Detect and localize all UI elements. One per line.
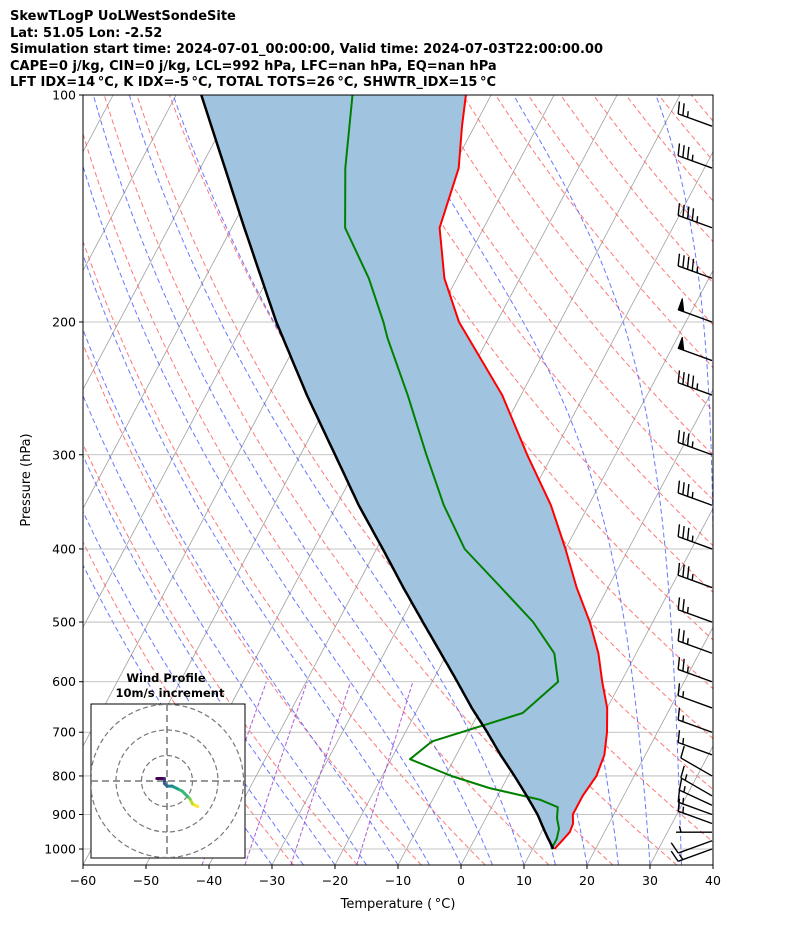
wind-barb — [670, 840, 713, 854]
isotherm-line — [83, 95, 240, 391]
x-tick-label: 10 — [516, 873, 532, 888]
header-indices-2: LFT IDX=14 °C, K IDX=-5 °C, TOTAL TOTS=2… — [10, 75, 497, 90]
wind-barb — [670, 848, 713, 862]
dry-adiabat — [83, 541, 294, 865]
isotherm-line — [649, 745, 713, 865]
header-location: Lat: 51.05 Lon: -2.52 — [10, 25, 163, 41]
parcel-profile — [200, 95, 555, 850]
moist-adiabat — [83, 394, 367, 865]
y-tick-label: 500 — [52, 615, 76, 630]
wind-barb — [677, 430, 713, 456]
dry-adiabat — [103, 95, 614, 865]
mixing-ratio-line — [356, 681, 414, 865]
wind-barb — [677, 524, 713, 550]
dry-adiabat — [332, 95, 713, 593]
wind-barb — [677, 730, 713, 756]
wind-barb — [677, 143, 713, 169]
x-tick-label: 30 — [642, 873, 658, 888]
isotherm-line — [83, 95, 303, 510]
moist-adiabat — [83, 164, 462, 865]
isotherm-line — [776, 95, 794, 865]
dry-adiabat — [364, 95, 713, 547]
x-tick-label: 0 — [457, 873, 465, 888]
moist-adiabat — [128, 95, 525, 865]
wind-barb — [680, 745, 713, 777]
wind-barb — [676, 826, 712, 833]
moist-adiabat — [92, 95, 493, 865]
x-tick-label: −50 — [133, 873, 159, 888]
wind-barb — [678, 777, 713, 806]
wind-barbs — [670, 101, 713, 862]
isotherm-line — [83, 95, 177, 272]
isotherm-line — [586, 626, 713, 865]
x-tick-label: −30 — [259, 873, 285, 888]
wind-barb — [677, 203, 713, 229]
x-tick-label: −20 — [322, 873, 348, 888]
x-tick-label: −10 — [385, 873, 411, 888]
x-tick-label: 20 — [579, 873, 595, 888]
wind-barb — [677, 370, 713, 396]
wind-barb — [677, 657, 713, 683]
header-station: SkewTLogP UoLWestSondeSite — [10, 9, 236, 24]
moist-adiabat — [83, 454, 336, 865]
y-tick-label: 800 — [52, 768, 76, 783]
wind-barb — [677, 253, 713, 279]
hodograph-ring — [91, 704, 245, 858]
wind-barb — [677, 298, 713, 323]
moist-adiabat — [655, 95, 713, 865]
y-tick-label: 400 — [52, 541, 76, 556]
temperature-profile — [438, 95, 609, 850]
moist-adiabat — [83, 253, 430, 865]
dry-adiabat — [397, 95, 713, 501]
wind-barb — [677, 789, 713, 816]
wind-barb — [677, 336, 713, 362]
y-tick-label: 300 — [52, 447, 76, 462]
isotherm-line — [397, 269, 713, 865]
dewpoint-profile — [344, 95, 560, 850]
hodograph-title: Wind Profile — [126, 671, 206, 685]
dry-adiabat — [625, 95, 713, 202]
wind-barb — [677, 798, 713, 825]
dry-adiabat — [83, 240, 486, 865]
x-tick-label: 40 — [705, 873, 721, 888]
y-tick-label: 600 — [52, 674, 76, 689]
mixing-ratio-line — [244, 681, 308, 865]
y-axis-label: Pressure (hPa) — [19, 433, 34, 526]
y-tick-label: 200 — [52, 314, 76, 329]
wind-barb — [677, 480, 713, 506]
wind-barb — [680, 765, 713, 797]
hodograph-subtitle: 10m/s increment — [116, 686, 225, 700]
wind-barb — [677, 628, 713, 654]
moist-adiabat — [83, 328, 399, 865]
wind-barb — [677, 562, 713, 589]
dry-adiabat — [83, 442, 358, 865]
wind-barb — [677, 101, 713, 127]
x-tick-label: −40 — [196, 873, 222, 888]
y-tick-label: 700 — [52, 725, 76, 740]
x-tick-label: −60 — [70, 873, 96, 888]
cin-cape-shading — [201, 95, 608, 849]
header-indices-1: CAPE=0 j/kg, CIN=0 j/kg, LCL=992 hPa, LF… — [10, 58, 497, 74]
y-tick-label: 100 — [52, 88, 76, 103]
wind-barb — [677, 597, 713, 623]
dry-adiabat — [83, 132, 550, 865]
dry-adiabat — [690, 95, 713, 122]
header-times: Simulation start time: 2024-07-01_00:00:… — [10, 42, 603, 57]
dry-adiabat — [462, 95, 713, 412]
x-axis-label: Temperature ( °C) — [340, 897, 456, 912]
wind-barb — [677, 683, 713, 709]
moist-adiabat — [83, 510, 304, 865]
isotherm-line — [712, 864, 713, 865]
figure-header: SkewTLogP UoLWestSondeSite Lat: 51.05 Lo… — [10, 9, 603, 92]
wind-barb — [677, 707, 713, 733]
y-tick-label: 1000 — [44, 842, 76, 857]
data-layer — [200, 95, 609, 850]
dry-adiabat — [429, 95, 713, 456]
mixing-ratio-line — [290, 681, 352, 865]
y-tick-label: 900 — [52, 807, 76, 822]
